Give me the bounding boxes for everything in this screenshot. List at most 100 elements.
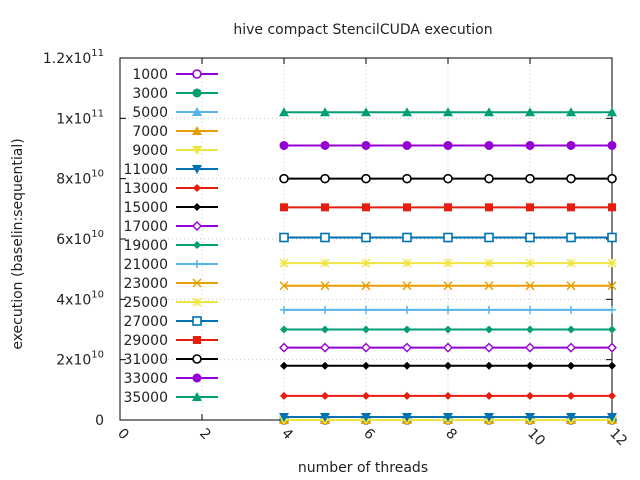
data-point	[361, 412, 371, 422]
data-point	[443, 342, 453, 353]
data-point	[402, 281, 412, 291]
legend-label: 21000	[123, 257, 168, 273]
legend-marker	[192, 146, 202, 155]
legend-label: 3000	[132, 86, 168, 102]
data-point	[484, 412, 494, 422]
legend-marker	[192, 88, 202, 98]
data-point	[484, 232, 494, 243]
data-point	[608, 325, 616, 334]
series-33000	[279, 140, 617, 150]
legend-marker	[192, 297, 202, 307]
data-point	[525, 232, 535, 243]
x-tick-label: 4	[278, 426, 296, 444]
legend-marker	[192, 126, 202, 135]
data-point	[567, 325, 575, 334]
legend-item: 33000	[123, 371, 218, 387]
data-point	[484, 258, 494, 268]
legend-item: 3000	[132, 86, 218, 102]
data-point	[362, 203, 370, 212]
legend-item: 9000	[132, 143, 218, 159]
x-axis-label: number of threads	[298, 460, 428, 476]
data-point	[403, 305, 411, 314]
legend-marker	[193, 260, 201, 268]
data-point	[443, 173, 453, 184]
data-point	[279, 342, 289, 353]
x-tick-label: 2	[196, 426, 214, 444]
legend-label: 23000	[123, 276, 168, 292]
legend-item: 15000	[123, 200, 218, 216]
data-point	[485, 325, 493, 334]
y-tick-label: 2x1010	[56, 350, 104, 369]
legend-marker	[192, 354, 202, 364]
legend-item: 17000	[123, 219, 218, 235]
data-point	[279, 258, 289, 268]
y-tick-label: 0	[95, 413, 104, 429]
series-31000	[279, 173, 617, 184]
data-point	[566, 342, 576, 353]
series-13000	[280, 391, 616, 400]
legend-item: 5000	[132, 105, 218, 121]
data-point	[567, 361, 575, 370]
data-point	[526, 203, 534, 212]
legend-marker	[192, 107, 202, 116]
data-point	[402, 173, 412, 184]
legend-item: 13000	[123, 181, 218, 197]
y-tick-label: 4x1010	[56, 289, 104, 308]
y-axis-label: execution (baselin:sequential)	[10, 138, 26, 349]
legend-item: 19000	[123, 238, 218, 254]
data-point	[526, 325, 534, 334]
data-point	[443, 412, 453, 422]
series-19000	[280, 325, 616, 334]
legend-marker	[193, 336, 201, 344]
data-point	[608, 391, 616, 400]
data-point	[607, 281, 617, 291]
data-point	[607, 140, 617, 150]
x-tick-label: 0	[114, 426, 132, 444]
data-point	[321, 391, 329, 400]
data-point	[362, 391, 370, 400]
data-point	[566, 107, 576, 117]
legend-label: 19000	[123, 238, 168, 254]
data-point	[320, 412, 330, 422]
data-point	[485, 361, 493, 370]
data-point	[526, 391, 534, 400]
data-point	[279, 173, 289, 184]
data-point	[279, 232, 289, 243]
legend-marker	[193, 203, 201, 211]
data-point	[361, 173, 371, 184]
data-point	[403, 325, 411, 334]
data-point	[361, 232, 371, 243]
data-point	[526, 361, 534, 370]
legend-marker	[192, 373, 202, 383]
data-point	[525, 140, 535, 150]
data-point	[444, 325, 452, 334]
data-point	[402, 342, 412, 353]
data-point	[403, 203, 411, 212]
data-point	[320, 173, 330, 184]
legend-item: 21000	[123, 257, 218, 273]
legend-item: 25000	[123, 295, 218, 311]
legend-item: 31000	[123, 352, 218, 368]
data-point	[566, 281, 576, 291]
legend-label: 15000	[123, 200, 168, 216]
data-point	[443, 140, 453, 150]
legend-item: 35000	[123, 390, 218, 406]
data-point	[525, 412, 535, 422]
data-point	[321, 203, 329, 212]
series-27000	[279, 232, 617, 243]
x-tick-label: 8	[442, 426, 460, 444]
series-25000	[279, 258, 617, 268]
data-point	[567, 203, 575, 212]
data-point	[607, 173, 617, 184]
data-point	[279, 281, 289, 291]
data-point	[567, 391, 575, 400]
data-point	[362, 305, 370, 314]
data-point	[443, 232, 453, 243]
legend-label: 1000	[132, 67, 168, 83]
data-point	[525, 281, 535, 291]
data-point	[280, 361, 288, 370]
y-tick-label: 1x1011	[56, 108, 104, 127]
data-point	[525, 258, 535, 268]
data-point	[566, 232, 576, 243]
